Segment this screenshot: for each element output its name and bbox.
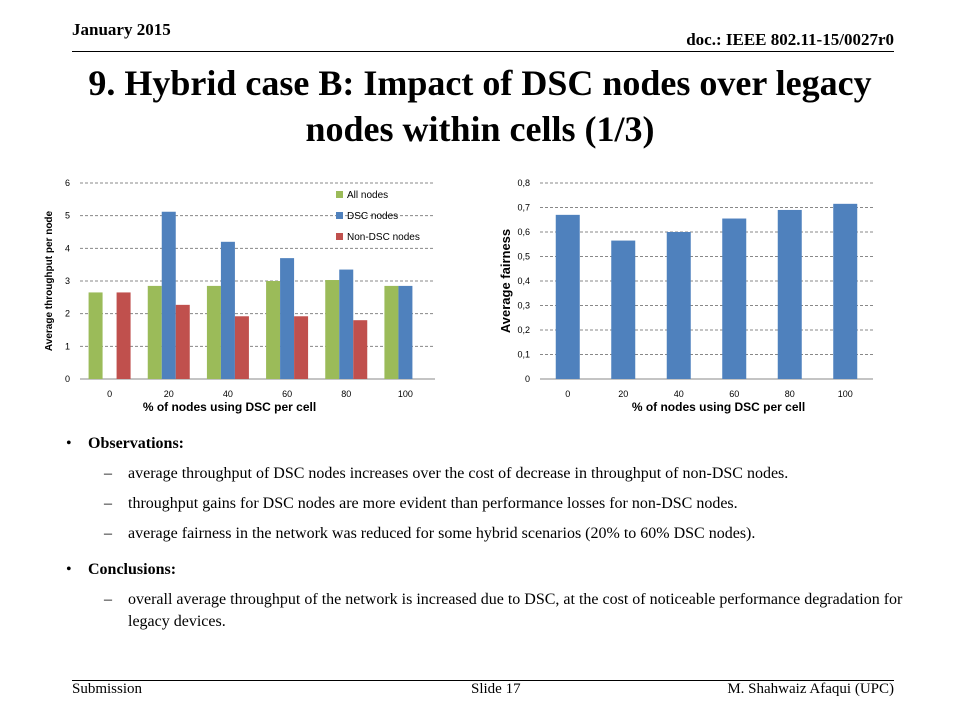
bar-fairness (833, 203, 858, 379)
footer-slide-number: Slide 17 (471, 681, 521, 697)
observation-text: average fairness in the network was redu… (128, 525, 756, 542)
footer-divider (72, 680, 894, 681)
bar-dsc-nodes (280, 258, 295, 379)
y-tick-label: 0 (525, 374, 530, 384)
bar-all-nodes (325, 280, 340, 379)
y-tick-label: 0,2 (517, 325, 530, 335)
x-axis-label: % of nodes using DSC per cell (632, 400, 805, 414)
x-tick-label: 0 (107, 389, 112, 399)
header-doc-id: doc.: IEEE 802.11-15/0027r0 (686, 30, 894, 49)
bar-all-nodes (384, 285, 399, 379)
observation-item: – average fairness in the network was re… (66, 523, 906, 545)
bar-all-nodes (147, 285, 162, 379)
x-tick-label: 40 (674, 389, 684, 399)
bar-dsc-nodes (398, 285, 413, 379)
dash-marker: – (104, 465, 112, 482)
bar-dsc-nodes (339, 269, 354, 379)
x-tick-label: 100 (398, 389, 413, 399)
y-tick-label: 0,4 (517, 276, 530, 286)
x-axis-label: % of nodes using DSC per cell (143, 400, 316, 414)
x-tick-label: 60 (729, 389, 739, 399)
y-tick-label: 0,5 (517, 252, 530, 262)
slide-title: 9. Hybrid case B: Impact of DSC nodes ov… (88, 63, 872, 149)
bar-dsc-nodes (220, 241, 235, 379)
observation-text: average throughput of DSC nodes increase… (128, 465, 789, 482)
observations-heading: Observations: (66, 433, 906, 455)
x-tick-label: 0 (565, 389, 570, 399)
y-tick-label: 0 (65, 374, 70, 384)
bar-dsc-nodes (161, 211, 176, 379)
x-tick-label: 80 (785, 389, 795, 399)
conclusion-item: – overall average throughput of the netw… (66, 589, 906, 633)
fairness-chart-svg: 0 0,1 0,2 0,3 0,4 0,5 0,6 0,7 0,8 0 20 40 60 80 100 % o… (498, 178, 873, 414)
x-tick-label: 100 (838, 389, 853, 399)
y-tick-label: 4 (65, 243, 70, 253)
dash-marker: – (104, 591, 112, 608)
conclusions-heading: Conclusions: (66, 559, 906, 581)
y-tick-label: 0,6 (517, 227, 530, 237)
x-tick-label: 60 (282, 389, 292, 399)
dash-marker: – (104, 495, 112, 512)
bar-fairness (666, 232, 691, 379)
y-axis-label: Average throughput per node (44, 210, 55, 351)
y-axis-label: Average fairness (498, 229, 513, 333)
x-tick-label: 20 (618, 389, 628, 399)
x-tick-label: 80 (341, 389, 351, 399)
y-tick-label: 0,8 (517, 178, 530, 188)
legend-label: All nodes (347, 190, 388, 201)
bar-fairness (777, 209, 802, 379)
bar-fairness (611, 240, 636, 379)
bar-all-nodes (266, 281, 281, 379)
bar-non-dsc-nodes (234, 316, 249, 379)
footer-submission: Submission (72, 681, 143, 697)
x-tick-label: 20 (164, 389, 174, 399)
y-tick-label: 1 (65, 341, 70, 351)
bar-non-dsc-nodes (353, 320, 368, 379)
y-tick-label: 3 (65, 276, 70, 286)
header-divider (72, 51, 894, 52)
footer-author: M. Shahwaiz Afaqui (UPC) (727, 681, 894, 697)
y-tick-label: 2 (65, 309, 70, 319)
fairness-chart: 0 0,1 0,2 0,3 0,4 0,5 0,6 0,7 0,8 0 20 40 60 80 100 % o… (490, 170, 885, 422)
legend-swatch (336, 233, 343, 240)
legend-swatch (336, 212, 343, 219)
bar-non-dsc-nodes (294, 316, 309, 379)
bar-all-nodes (206, 285, 221, 379)
bar-non-dsc-nodes (116, 292, 131, 379)
conclusion-text: overall average throughput of the networ… (128, 591, 903, 630)
bullet-section: Observations: – average throughput of DS… (66, 433, 906, 633)
legend-label: DSC nodes (347, 211, 398, 222)
bar-non-dsc-nodes (175, 304, 190, 379)
observation-item: – throughput gains for DSC nodes are mor… (66, 493, 906, 515)
y-tick-label: 0,1 (517, 350, 530, 360)
legend-swatch (336, 191, 343, 198)
observation-text: throughput gains for DSC nodes are more … (128, 495, 738, 512)
y-tick-label: 5 (65, 211, 70, 221)
bar-all-nodes (88, 292, 103, 379)
bar-fairness (722, 218, 747, 379)
header-date: January 2015 (72, 20, 171, 39)
y-tick-label: 6 (65, 178, 70, 188)
observation-item: – average throughput of DSC nodes increa… (66, 463, 906, 485)
dash-marker: – (104, 525, 112, 542)
throughput-chart: 0 1 2 3 4 5 6 0 20 40 60 80 100% of nodes using DSC … (40, 170, 450, 422)
bar-fairness (555, 214, 580, 379)
x-tick-label: 40 (223, 389, 233, 399)
legend-label: Non-DSC nodes (347, 232, 420, 243)
y-tick-label: 0,7 (517, 203, 530, 213)
y-tick-label: 0,3 (517, 301, 530, 311)
